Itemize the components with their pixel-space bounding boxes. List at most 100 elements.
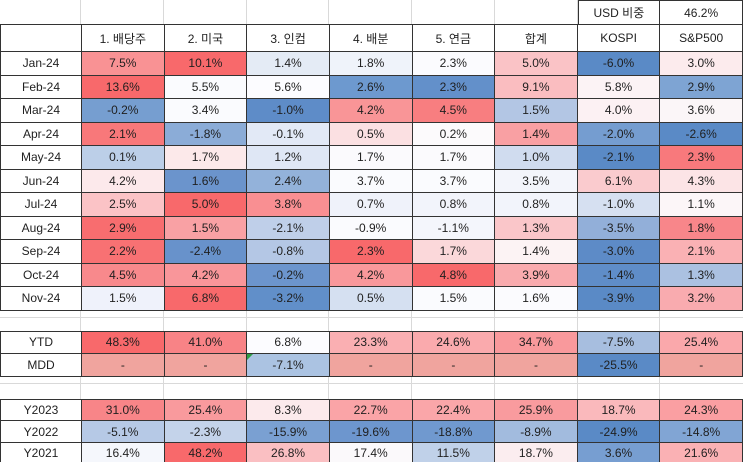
data-cell[interactable]: 2.6%	[328, 74, 413, 99]
data-cell[interactable]: -8.9%	[494, 420, 578, 444]
data-cell[interactable]: -1.0%	[576, 192, 661, 217]
data-cell[interactable]: 3.2%	[659, 286, 743, 311]
row-label[interactable]: Apr-24	[0, 121, 82, 146]
data-cell[interactable]: 18.7%	[576, 398, 661, 422]
data-cell[interactable]: -	[494, 353, 578, 377]
data-cell[interactable]: 22.4%	[411, 398, 496, 422]
data-cell[interactable]: 3.9%	[494, 262, 578, 287]
data-cell[interactable]: -0.2%	[246, 262, 330, 287]
data-cell[interactable]: 4.0%	[576, 98, 661, 123]
data-cell[interactable]: -14.8%	[659, 420, 743, 444]
row-label[interactable]: MDD	[0, 353, 82, 377]
data-cell[interactable]: 2.3%	[411, 74, 496, 99]
data-cell[interactable]: -24.9%	[576, 420, 661, 444]
data-cell[interactable]: 10.1%	[163, 51, 248, 76]
data-cell[interactable]: -1.4%	[576, 262, 661, 287]
data-cell[interactable]: -0.8%	[246, 239, 330, 264]
data-cell[interactable]: 1.5%	[81, 286, 165, 311]
empty-cell[interactable]	[247, 0, 330, 24]
data-cell[interactable]: 17.4%	[328, 442, 413, 462]
data-cell[interactable]: 25.9%	[494, 398, 578, 422]
data-cell[interactable]: 2.9%	[659, 74, 743, 99]
data-cell[interactable]: 2.5%	[81, 192, 165, 217]
data-cell[interactable]: 0.8%	[494, 192, 578, 217]
data-cell[interactable]: -2.4%	[163, 239, 248, 264]
data-cell[interactable]: 1.8%	[328, 51, 413, 76]
data-cell[interactable]: -7.1%	[246, 353, 330, 377]
data-cell[interactable]: 48.3%	[81, 330, 165, 354]
row-label[interactable]: Jan-24	[0, 51, 82, 76]
data-cell[interactable]: 2.3%	[328, 239, 413, 264]
data-cell[interactable]: -2.1%	[576, 145, 661, 170]
corner-cell[interactable]	[0, 24, 82, 52]
empty-cell[interactable]	[81, 0, 164, 24]
data-cell[interactable]: 0.1%	[81, 145, 165, 170]
column-header[interactable]: 5. 연금	[411, 24, 496, 52]
data-cell[interactable]: 48.2%	[163, 442, 248, 462]
data-cell[interactable]: 1.7%	[411, 145, 496, 170]
column-header[interactable]: 4. 배분	[328, 24, 413, 52]
data-cell[interactable]: 0.5%	[328, 286, 413, 311]
column-header[interactable]: S&P500	[659, 24, 743, 52]
data-cell[interactable]: -3.5%	[576, 215, 661, 240]
empty-cell[interactable]	[495, 0, 578, 24]
data-cell[interactable]: 1.6%	[163, 168, 248, 193]
data-cell[interactable]: 22.7%	[328, 398, 413, 422]
data-cell[interactable]: -2.1%	[246, 215, 330, 240]
data-cell[interactable]: 9.1%	[494, 74, 578, 99]
row-label[interactable]: Y2023	[0, 398, 82, 422]
data-cell[interactable]: -1.1%	[411, 215, 496, 240]
data-cell[interactable]: 2.4%	[246, 168, 330, 193]
data-cell[interactable]: 13.6%	[81, 74, 165, 99]
data-cell[interactable]: -2.3%	[163, 420, 248, 444]
data-cell[interactable]: 25.4%	[163, 398, 248, 422]
data-cell[interactable]: 1.0%	[494, 145, 578, 170]
column-header[interactable]: 1. 배당주	[81, 24, 165, 52]
data-cell[interactable]: 1.4%	[494, 121, 578, 146]
data-cell[interactable]: -25.5%	[576, 353, 661, 377]
row-label[interactable]: Nov-24	[0, 286, 82, 311]
data-cell[interactable]: 3.4%	[163, 98, 248, 123]
data-cell[interactable]: 1.5%	[163, 215, 248, 240]
row-label[interactable]: Y2022	[0, 420, 82, 444]
data-cell[interactable]: -	[659, 353, 743, 377]
data-cell[interactable]: -18.8%	[411, 420, 496, 444]
data-cell[interactable]: 4.5%	[81, 262, 165, 287]
data-cell[interactable]: -0.9%	[328, 215, 413, 240]
data-cell[interactable]: 1.1%	[659, 192, 743, 217]
data-cell[interactable]: 4.3%	[659, 168, 743, 193]
data-cell[interactable]: 8.3%	[246, 398, 330, 422]
data-cell[interactable]: 2.3%	[411, 51, 496, 76]
data-cell[interactable]: -1.0%	[246, 98, 330, 123]
data-cell[interactable]: 0.2%	[411, 121, 496, 146]
data-cell[interactable]: 2.9%	[81, 215, 165, 240]
data-cell[interactable]: 26.8%	[246, 442, 330, 462]
row-label[interactable]: Sep-24	[0, 239, 82, 264]
data-cell[interactable]: 3.7%	[328, 168, 413, 193]
data-cell[interactable]: 16.4%	[81, 442, 165, 462]
data-cell[interactable]: -	[411, 353, 496, 377]
data-cell[interactable]: 2.3%	[659, 145, 743, 170]
data-cell[interactable]: 5.0%	[494, 51, 578, 76]
data-cell[interactable]: -7.5%	[576, 330, 661, 354]
data-cell[interactable]: 1.4%	[246, 51, 330, 76]
empty-cell[interactable]	[164, 0, 247, 24]
data-cell[interactable]: 2.1%	[659, 239, 743, 264]
data-cell[interactable]: -15.9%	[246, 420, 330, 444]
data-cell[interactable]: 1.5%	[494, 98, 578, 123]
empty-cell[interactable]	[329, 0, 412, 24]
column-header[interactable]: 3. 인컴	[246, 24, 330, 52]
data-cell[interactable]: 1.8%	[659, 215, 743, 240]
empty-cell[interactable]	[0, 0, 81, 24]
data-cell[interactable]: -	[163, 353, 248, 377]
data-cell[interactable]: 1.7%	[411, 239, 496, 264]
row-label[interactable]: Jul-24	[0, 192, 82, 217]
data-cell[interactable]: -6.0%	[576, 51, 661, 76]
data-cell[interactable]: -3.0%	[576, 239, 661, 264]
data-cell[interactable]: -3.2%	[246, 286, 330, 311]
column-header[interactable]: 2. 미국	[163, 24, 248, 52]
data-cell[interactable]: 3.7%	[411, 168, 496, 193]
data-cell[interactable]: 4.2%	[328, 98, 413, 123]
data-cell[interactable]: 7.5%	[81, 51, 165, 76]
row-label[interactable]: Aug-24	[0, 215, 82, 240]
